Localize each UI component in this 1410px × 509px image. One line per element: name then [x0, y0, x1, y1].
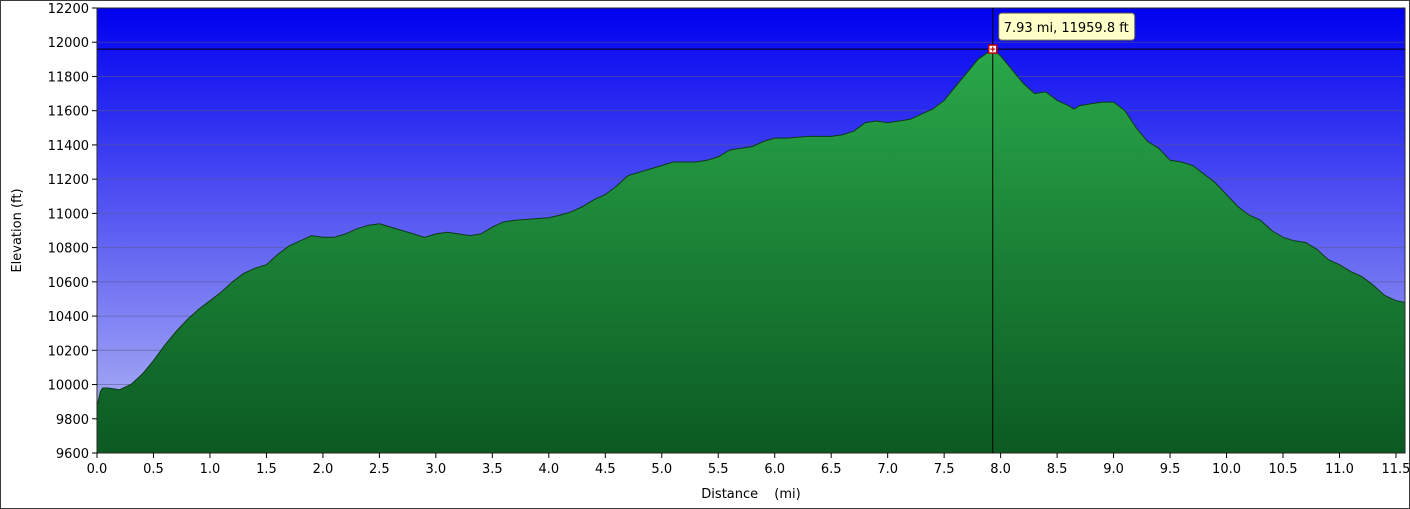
y-tick-label: 11800: [48, 70, 89, 85]
elevation-area: [96, 48, 1406, 454]
x-tick-label: 3.5: [482, 462, 503, 477]
y-tick-label: 11400: [48, 139, 89, 154]
y-tick-label: 9800: [56, 413, 89, 428]
y-tick-label: 12000: [48, 36, 89, 51]
x-tick-label: 11.5: [1381, 462, 1409, 477]
x-tick-label: 8.5: [1047, 462, 1068, 477]
x-tick-label: 5.5: [708, 462, 729, 477]
y-axis-ticks: 12200 12000 11800 11600 11400 11200 11000 10800…: [48, 2, 97, 462]
y-tick-label: 11600: [48, 105, 89, 120]
plot-frame: [96, 7, 1406, 454]
x-axis-ticks: 0.0 0.5 1.0 1.5 2.0 2.5 3.0 3.5 4.0 4.5 5.0 5.5 6.0 6…: [87, 453, 1409, 477]
x-tick-label: 8.0: [990, 462, 1011, 477]
x-tick-label: 2.5: [369, 462, 390, 477]
y-tick-label: 10200: [48, 344, 89, 359]
x-tick-label: 1.5: [256, 462, 277, 477]
tooltip-box: [998, 12, 1136, 41]
y-tick-label: 11200: [48, 173, 89, 188]
x-tick-label: 7.0: [877, 462, 898, 477]
y-tick-label: 12200: [48, 2, 89, 17]
x-axis-title-text: Distance: [701, 487, 758, 502]
x-tick-label: 4.0: [538, 462, 559, 477]
y-tick-label: 10400: [48, 310, 89, 325]
y-tick-label: 10000: [48, 379, 89, 394]
y-tick-label: 10800: [48, 242, 89, 257]
y-tick-label: 11000: [48, 207, 89, 222]
x-tick-label: 9.0: [1103, 462, 1124, 477]
x-tick-label: 4.5: [595, 462, 616, 477]
x-tick-label: 10.5: [1269, 462, 1298, 477]
y-tick-label: 9600: [56, 447, 89, 462]
x-axis-unit: (mi): [774, 487, 800, 502]
y-axis-title: Elevation (ft): [10, 188, 25, 272]
x-tick-label: 0.5: [143, 462, 164, 477]
y-tick-label: 10600: [48, 276, 89, 291]
x-tick-label: 11.0: [1325, 462, 1354, 477]
x-tick-label: 3.0: [426, 462, 447, 477]
x-tick-label: 6.0: [764, 462, 785, 477]
x-tick-label: 5.0: [651, 462, 672, 477]
x-tick-label: 0.0: [87, 462, 108, 477]
x-tick-label: 2.0: [313, 462, 334, 477]
x-tick-label: 9.5: [1160, 462, 1181, 477]
x-axis-title: Distance (mi): [701, 487, 800, 502]
x-tick-label: 6.5: [821, 462, 842, 477]
marker-point[interactable]: [987, 44, 998, 54]
tooltip-label: 7.93 mi, 11959.8 ft: [1004, 21, 1129, 36]
x-tick-label: 7.5: [934, 462, 955, 477]
tooltip: 7.93 mi, 11959.8 ft: [998, 12, 1136, 41]
x-tick-label: 1.0: [200, 462, 221, 477]
x-tick-label: 10.0: [1212, 462, 1241, 477]
